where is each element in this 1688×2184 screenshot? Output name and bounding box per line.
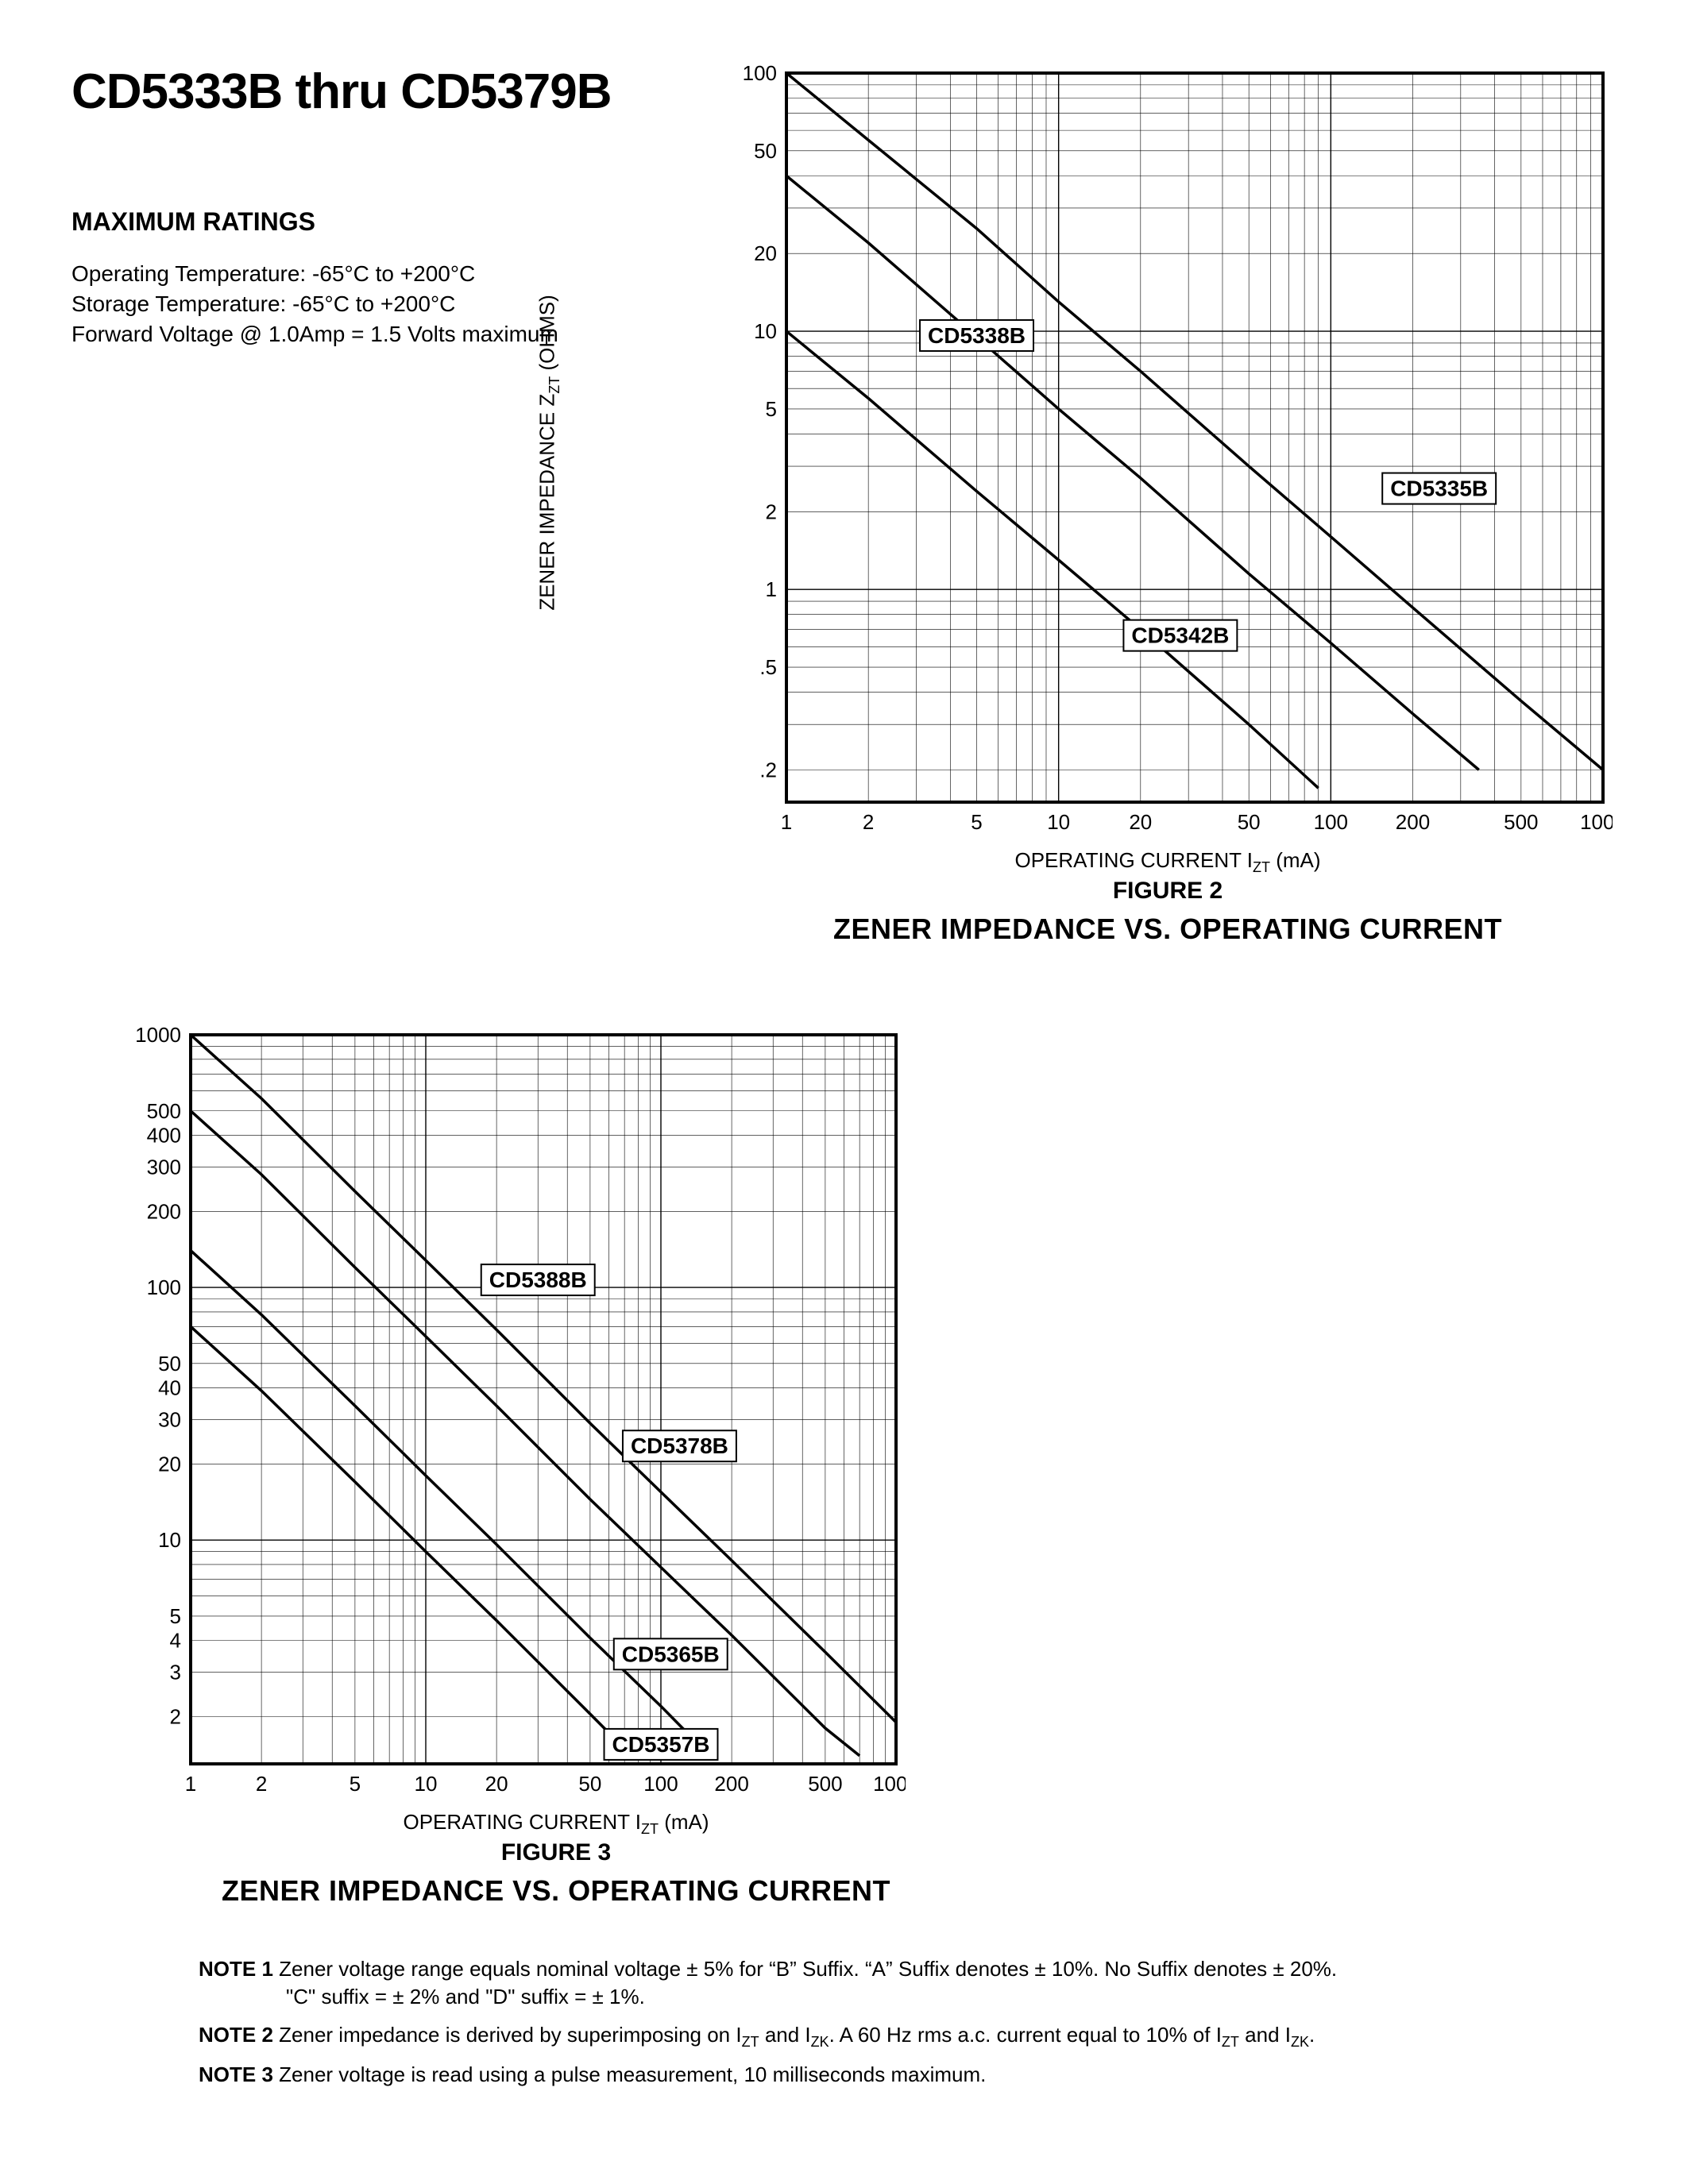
note-2: NOTE 2 Zener impedance is derived by sup… [199,2021,1589,2051]
svg-text:300: 300 [147,1156,181,1179]
svg-text:50: 50 [1238,810,1261,834]
note-3: NOTE 3 Zener voltage is read using a pul… [199,2061,1589,2089]
svg-text:400: 400 [147,1124,181,1148]
svg-text:1: 1 [185,1772,196,1796]
svg-text:20: 20 [1129,810,1152,834]
svg-text:20: 20 [485,1772,508,1796]
note-text: Zener voltage range equals nominal volta… [279,1957,1337,1981]
svg-text:5: 5 [170,1604,181,1628]
svg-text:40: 40 [158,1376,181,1400]
svg-text:50: 50 [578,1772,601,1796]
svg-text:CD5365B: CD5365B [622,1642,720,1667]
figure-3-caption: FIGURE 3 [127,1839,985,1866]
svg-text:CD5338B: CD5338B [928,323,1026,348]
rating-line: Operating Temperature: -65°C to +200°C [71,259,675,289]
svg-text:1: 1 [781,810,792,834]
figure-3-block: ZENER IMPEDANCE ZZT (OHMS) 1251020501002… [127,1025,985,1908]
svg-text:30: 30 [158,1408,181,1432]
ratings-body: Operating Temperature: -65°C to +200°C S… [71,259,675,349]
ratings-heading: MAXIMUM RATINGS [71,207,675,237]
figure-2-svg: 1 2 5 10 20 50 100 200 500 1000 .2 .5 1 2 5 10 20 50 100 CD… [723,64,1613,842]
note-label: NOTE 2 [199,2023,273,2047]
figure-2-caption: FIGURE 2 [723,878,1613,905]
svg-text:10: 10 [415,1772,438,1796]
svg-text:1: 1 [766,577,777,601]
svg-text:20: 20 [754,241,777,265]
svg-text:1000: 1000 [873,1772,906,1796]
svg-text:3: 3 [170,1661,181,1684]
svg-text:100: 100 [743,64,777,85]
datasheet-page: CD5333B thru CD5379B MAXIMUM RATINGS Ope… [0,0,1688,2184]
svg-text:50: 50 [158,1352,181,1376]
svg-text:1000: 1000 [135,1025,181,1047]
svg-text:10: 10 [754,319,777,343]
left-column: CD5333B thru CD5379B MAXIMUM RATINGS Ope… [71,64,675,349]
note-text: Zener voltage is read using a pulse meas… [279,2062,986,2086]
figure-3-title: ZENER IMPEDANCE VS. OPERATING CURRENT [127,1874,985,1908]
svg-text:100: 100 [147,1275,181,1299]
note-label: NOTE 3 [199,2062,273,2086]
figure-3-chart: ZENER IMPEDANCE ZZT (OHMS) 1251020501002… [127,1025,985,1804]
svg-text:2: 2 [863,810,874,834]
figure-2-title: ZENER IMPEDANCE VS. OPERATING CURRENT [723,913,1613,946]
top-row: CD5333B thru CD5379B MAXIMUM RATINGS Ope… [71,64,1617,946]
note-label: NOTE 1 [199,1957,273,1981]
svg-text:200: 200 [1396,810,1430,834]
svg-text:100: 100 [643,1772,678,1796]
svg-text:10: 10 [158,1528,181,1552]
note-1: NOTE 1 Zener voltage range equals nomina… [199,1955,1589,2011]
svg-text:.5: .5 [759,655,777,679]
svg-text:500: 500 [147,1099,181,1123]
svg-text:500: 500 [808,1772,842,1796]
svg-text:1000: 1000 [1580,810,1613,834]
figure-2-ylabel: ZENER IMPEDANCE ZZT (OHMS) [535,295,563,611]
svg-text:5: 5 [766,397,777,421]
figure-2-block: ZENER IMPEDANCE ZZT (OHMS) 1251020501002… [723,64,1613,946]
page-title: CD5333B thru CD5379B [71,64,675,120]
svg-text:4: 4 [170,1629,181,1653]
svg-text:2: 2 [170,1705,181,1729]
svg-text:CD5357B: CD5357B [612,1732,710,1757]
svg-text:500: 500 [1504,810,1538,834]
svg-text:2: 2 [766,500,777,523]
rating-line: Storage Temperature: -65°C to +200°C [71,289,675,319]
svg-text:5: 5 [350,1772,361,1796]
figure-3-svg: 1251020501002005001000234510203040501002… [127,1025,906,1804]
figure-2-xlabel: OPERATING CURRENT IZT (mA) [723,848,1613,876]
figure-3-xlabel: OPERATING CURRENT IZT (mA) [127,1810,985,1838]
note-text: Zener impedance is derived by superimpos… [279,2023,1315,2047]
svg-text:CD5335B: CD5335B [1390,477,1488,501]
svg-text:CD5342B: CD5342B [1131,623,1229,648]
svg-text:.2: .2 [759,758,777,781]
svg-text:10: 10 [1047,810,1070,834]
svg-text:100: 100 [1314,810,1348,834]
svg-text:5: 5 [971,810,982,834]
rating-line: Forward Voltage @ 1.0Amp = 1.5 Volts max… [71,319,675,349]
svg-text:2: 2 [256,1772,267,1796]
svg-text:CD5378B: CD5378B [631,1433,728,1458]
figure-2-chart: ZENER IMPEDANCE ZZT (OHMS) 1251020501002… [723,64,1613,842]
notes-block: NOTE 1 Zener voltage range equals nomina… [199,1955,1589,2089]
svg-text:50: 50 [754,139,777,163]
svg-text:200: 200 [147,1200,181,1224]
svg-text:20: 20 [158,1453,181,1476]
svg-text:CD5388B: CD5388B [489,1268,587,1292]
svg-text:200: 200 [714,1772,748,1796]
note-1-cont: "C" suffix = ± 2% and "D" suffix = ± 1%. [199,1983,1589,2011]
